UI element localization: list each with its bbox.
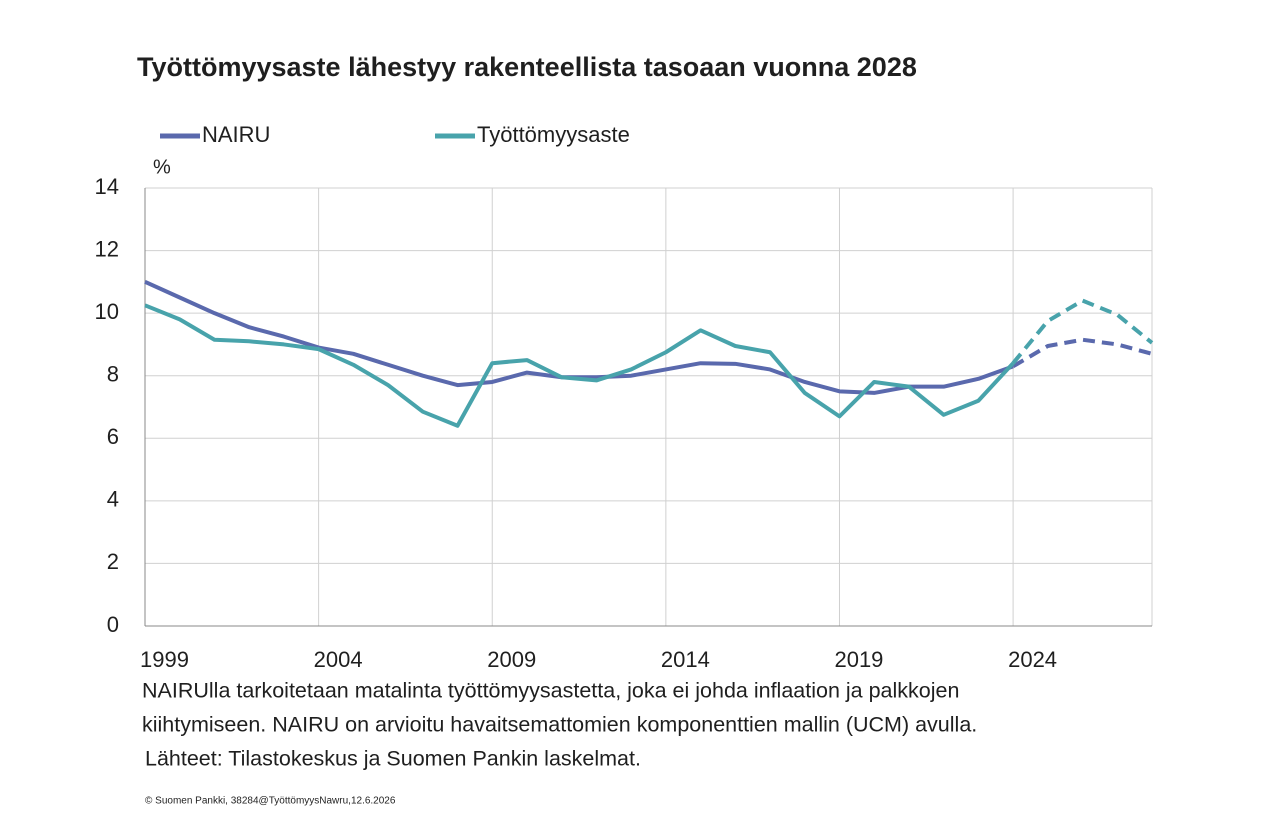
legend-label: Työttömyysaste	[477, 122, 630, 147]
footer: © Suomen Pankki, 38284@TyöttömyysNawru,1…	[145, 796, 396, 807]
y-tick-label: 0	[107, 612, 119, 637]
y-tick-label: 12	[95, 236, 119, 261]
note: kiihtymiseen. NAIRU on arvioitu havaitse…	[142, 713, 977, 737]
x-tick-label: 2004	[314, 647, 363, 672]
x-tick-label: 1999	[140, 647, 189, 672]
x-tick-label: 2009	[487, 647, 536, 672]
series-line	[144, 303, 1015, 428]
x-tick-label: 2014	[661, 647, 710, 672]
y-tick-label: 10	[95, 299, 119, 324]
series-line	[144, 280, 1014, 395]
note: Lähteet: Tilastokeskus ja Suomen Pankin …	[145, 747, 641, 771]
y-tick-label: 14	[95, 174, 119, 199]
x-tick-label: 2024	[1008, 647, 1057, 672]
y-tick-label: 6	[107, 424, 119, 449]
legend-label: NAIRU	[202, 122, 270, 147]
y-axis-label: %	[153, 156, 171, 178]
x-tick-label: 2019	[834, 647, 883, 672]
y-tick-label: 2	[107, 549, 119, 574]
note: NAIRUlla tarkoitetaan matalinta työttömy…	[142, 679, 959, 703]
y-tick-label: 8	[107, 362, 119, 387]
chart-title: Työttömyysaste lähestyy rakenteellista t…	[137, 52, 917, 82]
y-tick-label: 4	[107, 487, 119, 512]
forecast-line	[1012, 337, 1153, 369]
